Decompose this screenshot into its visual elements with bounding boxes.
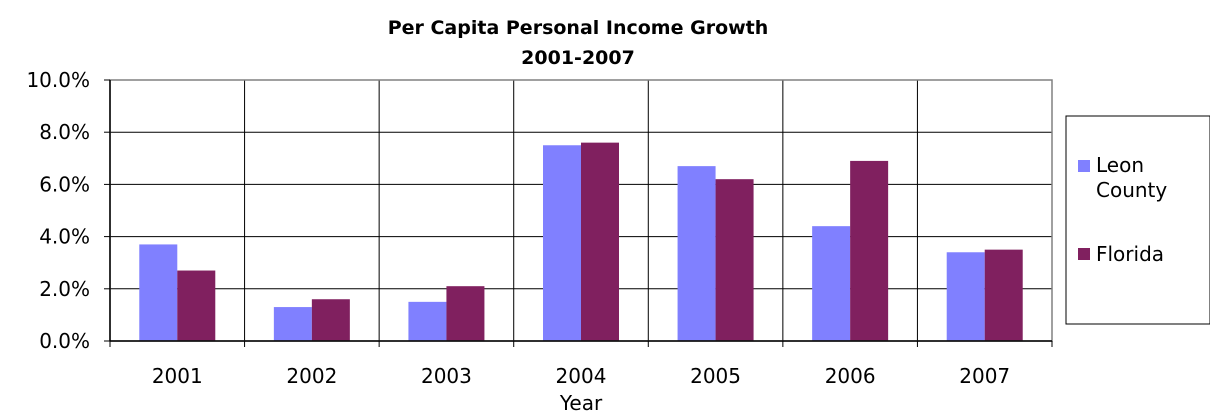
legend-swatch-florida xyxy=(1078,248,1090,260)
x-tick-label: 2006 xyxy=(825,364,876,388)
y-tick-label: 10.0% xyxy=(26,68,90,92)
x-axis-title: Year xyxy=(559,391,603,415)
bar-leon-county-2006 xyxy=(812,226,851,341)
bar-leon-county-2003 xyxy=(408,301,447,341)
x-tick-label: 2003 xyxy=(421,364,472,388)
legend-label-leon-county-line1: Leon xyxy=(1096,153,1144,177)
y-tick-label: 0.0% xyxy=(39,329,90,353)
bar-florida-2003 xyxy=(446,286,485,341)
legend-label-florida: Florida xyxy=(1096,242,1164,266)
x-tick-label: 2002 xyxy=(286,364,337,388)
chart-subtitle: 2001-2007 xyxy=(521,47,635,69)
bar-leon-county-2004 xyxy=(543,145,581,341)
legend-box xyxy=(1065,115,1210,325)
bar-florida-2002 xyxy=(311,299,350,341)
bar-leon-county-2005 xyxy=(677,166,716,341)
bar-leon-county-2007 xyxy=(946,252,985,341)
bars xyxy=(139,142,1023,341)
bar-florida-2004 xyxy=(581,142,619,341)
y-tick-label: 2.0% xyxy=(39,277,90,301)
bar-florida-2005 xyxy=(715,179,754,341)
x-tick-label: 2007 xyxy=(959,364,1010,388)
x-tick-label: 2001 xyxy=(152,364,203,388)
x-tick-labels: 2001 2002 2003 2004 2005 2006 2007 xyxy=(152,364,1010,388)
y-tick-labels: 0.0% 2.0% 4.0% 6.0% 8.0% 10.0% xyxy=(26,68,90,353)
y-tick-label: 6.0% xyxy=(39,172,90,196)
chart-title: Per Capita Personal Income Growth xyxy=(388,17,769,39)
legend-label-leon-county-line2: County xyxy=(1096,178,1167,202)
bar-florida-2007 xyxy=(984,249,1023,341)
bar-leon-county-2002 xyxy=(273,307,312,341)
x-tick-label: 2004 xyxy=(556,364,607,388)
x-tick-label: 2005 xyxy=(690,364,741,388)
bar-florida-2006 xyxy=(850,160,889,341)
bar-leon-county-2001 xyxy=(139,244,178,341)
axes xyxy=(104,79,1053,347)
bar-florida-2001 xyxy=(177,270,216,341)
y-tick-label: 4.0% xyxy=(39,225,90,249)
y-tick-label: 8.0% xyxy=(39,120,90,144)
legend-swatch-leon-county xyxy=(1078,160,1090,172)
